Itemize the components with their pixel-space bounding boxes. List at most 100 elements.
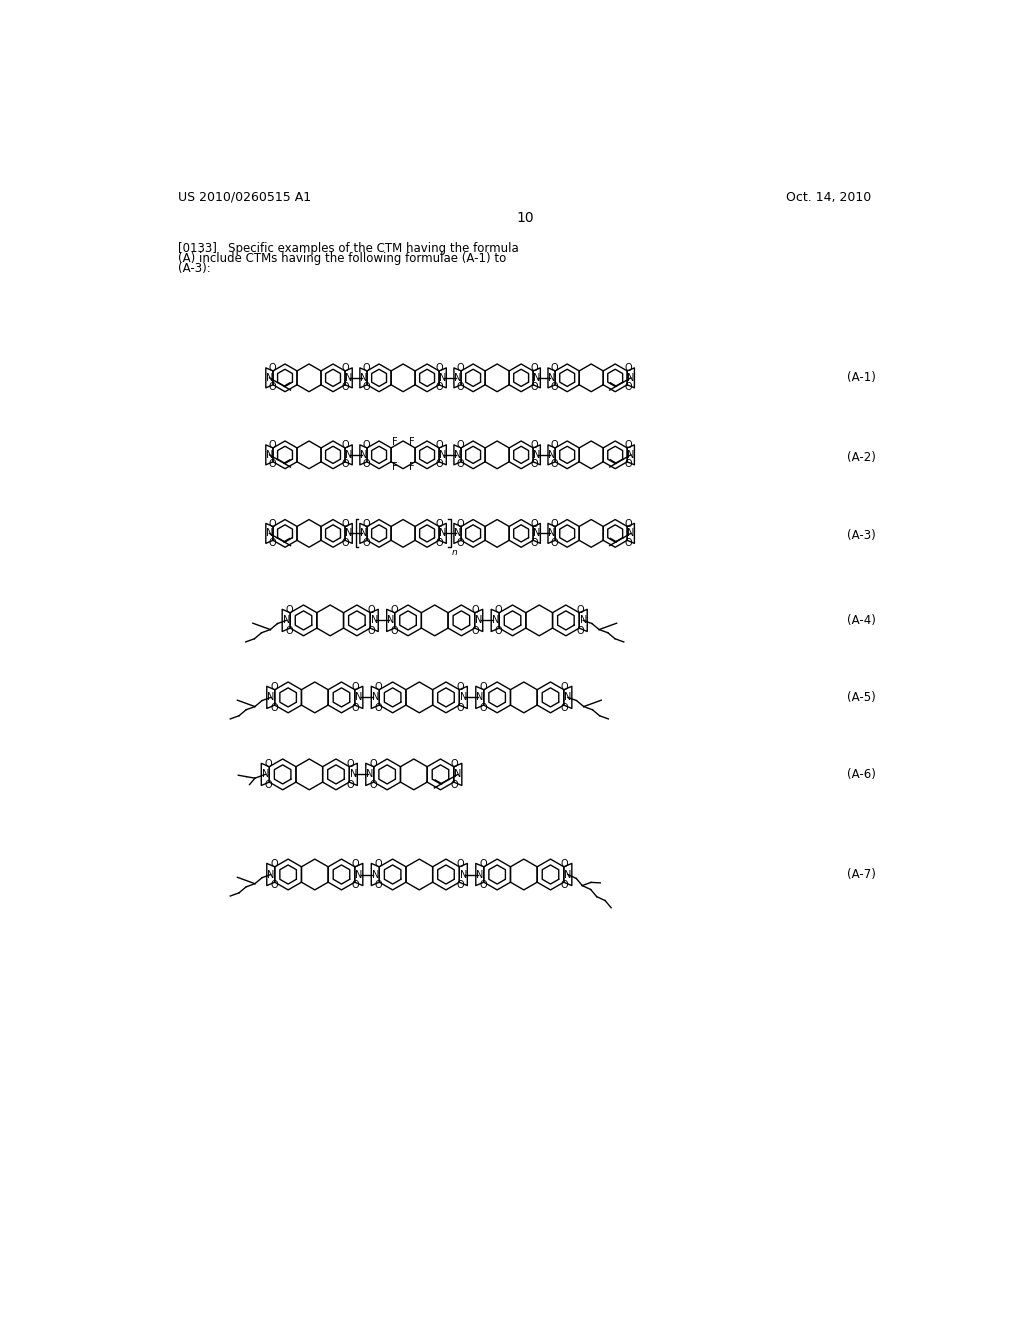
Text: N: N — [283, 615, 290, 626]
Text: O: O — [342, 519, 349, 529]
Text: N: N — [627, 450, 635, 459]
Text: O: O — [561, 880, 568, 890]
Text: (A-6): (A-6) — [847, 768, 876, 781]
Text: O: O — [270, 682, 278, 692]
Text: O: O — [375, 682, 382, 692]
Text: O: O — [436, 459, 443, 470]
Text: O: O — [436, 519, 443, 529]
Text: O: O — [368, 605, 375, 615]
Text: O: O — [264, 759, 272, 768]
Text: O: O — [457, 880, 464, 890]
Text: N: N — [345, 528, 352, 539]
Text: (A-3): (A-3) — [847, 529, 876, 543]
Text: O: O — [268, 441, 276, 450]
Text: N: N — [492, 615, 499, 626]
Text: O: O — [436, 363, 443, 374]
Text: N: N — [564, 693, 571, 702]
Text: O: O — [495, 605, 502, 615]
Text: O: O — [551, 383, 558, 392]
Text: (A-5): (A-5) — [847, 690, 876, 704]
Text: O: O — [624, 441, 632, 450]
Text: O: O — [436, 441, 443, 450]
Text: O: O — [352, 704, 359, 713]
Text: N: N — [548, 450, 555, 459]
Text: O: O — [530, 383, 538, 392]
Text: F: F — [392, 462, 397, 473]
Text: O: O — [362, 519, 370, 529]
Text: N: N — [564, 870, 571, 879]
Text: (A) include CTMs having the following formulae (A-1) to: (A) include CTMs having the following fo… — [178, 252, 507, 264]
Text: O: O — [530, 537, 538, 548]
Text: (A-2): (A-2) — [847, 450, 876, 463]
Text: O: O — [457, 859, 464, 869]
Text: N: N — [372, 693, 379, 702]
Text: N: N — [548, 528, 555, 539]
Text: O: O — [457, 519, 464, 529]
Text: O: O — [370, 759, 377, 768]
Text: F: F — [409, 437, 415, 447]
Text: O: O — [472, 626, 479, 636]
Text: N: N — [439, 372, 446, 383]
Text: N: N — [345, 372, 352, 383]
Text: O: O — [270, 704, 278, 713]
Text: N: N — [267, 693, 274, 702]
Text: O: O — [451, 780, 459, 789]
Text: O: O — [495, 626, 502, 636]
Text: O: O — [375, 880, 382, 890]
Text: N: N — [367, 770, 374, 779]
Text: O: O — [352, 859, 359, 869]
Text: O: O — [479, 859, 486, 869]
Text: (A-4): (A-4) — [847, 614, 876, 627]
Text: N: N — [265, 528, 273, 539]
Text: O: O — [530, 459, 538, 470]
Text: O: O — [368, 626, 375, 636]
Text: O: O — [362, 383, 370, 392]
Text: O: O — [390, 605, 397, 615]
Text: O: O — [342, 537, 349, 548]
Text: N: N — [454, 770, 462, 779]
Text: O: O — [264, 780, 272, 789]
Text: O: O — [436, 537, 443, 548]
Text: O: O — [479, 880, 486, 890]
Text: O: O — [530, 363, 538, 374]
Text: O: O — [551, 459, 558, 470]
Text: N: N — [534, 528, 541, 539]
Text: N: N — [355, 870, 362, 879]
Text: O: O — [457, 441, 464, 450]
Text: O: O — [457, 363, 464, 374]
Text: N: N — [261, 770, 269, 779]
Text: O: O — [342, 441, 349, 450]
Text: Oct. 14, 2010: Oct. 14, 2010 — [786, 190, 871, 203]
Text: O: O — [457, 383, 464, 392]
Text: O: O — [457, 682, 464, 692]
Text: O: O — [375, 859, 382, 869]
Text: O: O — [362, 441, 370, 450]
Text: O: O — [268, 537, 276, 548]
Text: O: O — [472, 605, 479, 615]
Text: O: O — [346, 780, 354, 789]
Text: N: N — [580, 615, 587, 626]
Text: N: N — [265, 372, 273, 383]
Text: O: O — [375, 704, 382, 713]
Text: N: N — [476, 870, 483, 879]
Text: O: O — [530, 441, 538, 450]
Text: O: O — [270, 880, 278, 890]
Text: 10: 10 — [516, 211, 534, 224]
Text: O: O — [436, 383, 443, 392]
Text: N: N — [359, 372, 368, 383]
Text: O: O — [457, 704, 464, 713]
Text: N: N — [359, 450, 368, 459]
Text: N: N — [534, 450, 541, 459]
Text: N: N — [387, 615, 394, 626]
Text: O: O — [624, 537, 632, 548]
Text: N: N — [439, 450, 446, 459]
Text: O: O — [268, 459, 276, 470]
Text: O: O — [577, 626, 584, 636]
Text: O: O — [342, 363, 349, 374]
Text: [0133]   Specific examples of the CTM having the formula: [0133] Specific examples of the CTM havi… — [178, 242, 519, 255]
Text: O: O — [342, 383, 349, 392]
Text: N: N — [359, 528, 368, 539]
Text: O: O — [561, 859, 568, 869]
Text: O: O — [479, 704, 486, 713]
Text: O: O — [346, 759, 354, 768]
